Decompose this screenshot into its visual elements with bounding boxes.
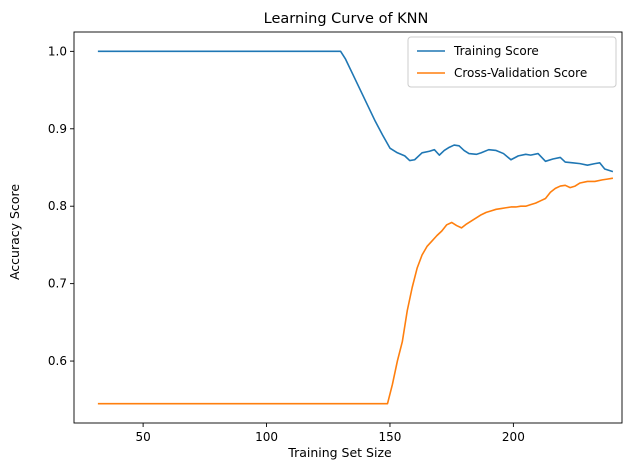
legend-label: Training Score	[453, 44, 539, 58]
y-tick-label: 0.6	[48, 354, 67, 368]
series-line-cross-validation-score	[97, 177, 614, 405]
x-tick-label: 100	[255, 430, 278, 444]
x-tick-label: 50	[135, 430, 150, 444]
chart-title: Learning Curve of KNN	[264, 11, 429, 27]
legend: Training Score Cross-Validation Score	[407, 36, 617, 88]
x-axis-label: Training Set Size	[287, 445, 392, 460]
legend-label: Cross-Validation Score	[454, 66, 587, 80]
x-tick-label: 150	[379, 430, 402, 444]
y-tick-label: 0.9	[48, 122, 67, 136]
legend-box	[407, 36, 617, 88]
y-axis-label: Accuracy Score	[7, 184, 22, 280]
y-tick-label: 0.7	[48, 277, 67, 291]
x-tick-label: 200	[502, 430, 525, 444]
plot-area: 50 100 150 200 0.6 0.7 0.8 0.9 1.0	[48, 31, 623, 444]
y-tick-label: 1.0	[48, 44, 67, 58]
series-line-training-score	[97, 50, 614, 173]
plot-frame	[73, 31, 623, 424]
y-tick-label: 0.8	[48, 199, 67, 213]
